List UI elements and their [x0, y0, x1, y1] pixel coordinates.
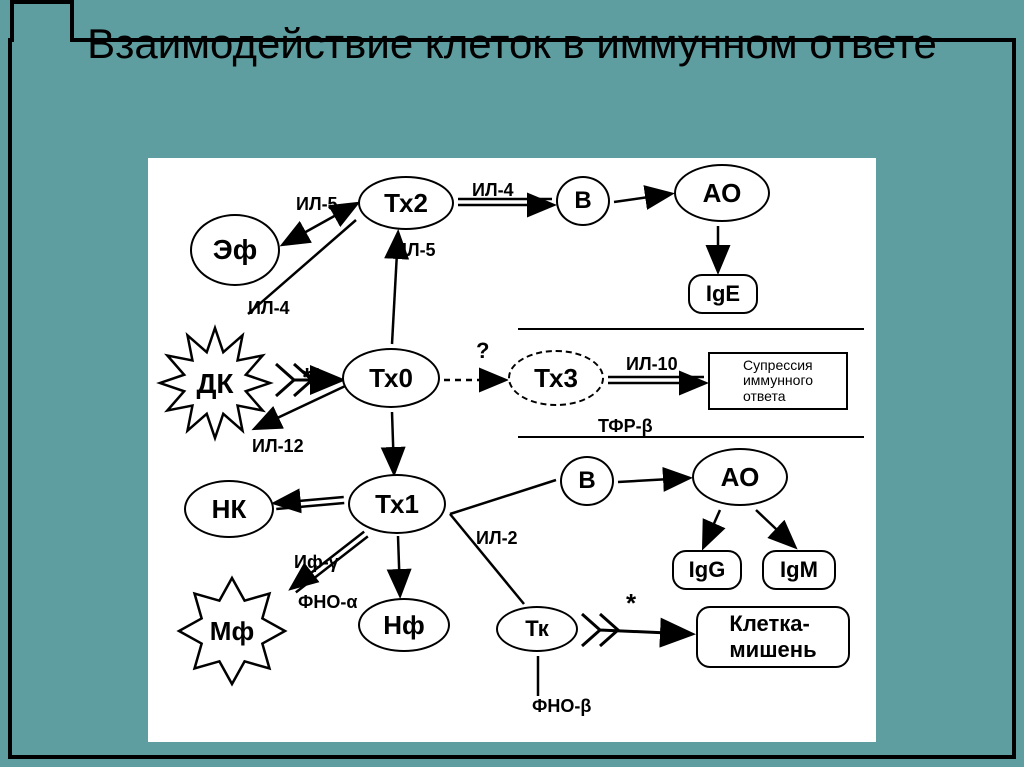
svg-text:Мф: Мф	[210, 616, 254, 646]
edge-label-il4t: ИЛ-4	[472, 180, 514, 201]
node-igm: IgM	[762, 550, 836, 590]
edge-label-il10: ИЛ-10	[626, 354, 678, 375]
node-tx1: Тх1	[348, 474, 446, 534]
node-supr: Супрессияиммунногоответа	[708, 352, 848, 410]
node-tk: Тк	[496, 606, 578, 652]
edge-label-dblstar: **	[302, 362, 322, 393]
node-aoBot: АО	[692, 448, 788, 506]
edge-label-tfrb: ТФР-β	[598, 416, 653, 437]
edge-label-fnob: ФНО-β	[532, 696, 591, 717]
node-tx2: Тх2	[358, 176, 454, 230]
node-ef: Эф	[190, 214, 280, 286]
node-nf: Нф	[358, 598, 450, 652]
svg-text:ДК: ДК	[196, 368, 234, 399]
divider-line	[518, 436, 864, 438]
edge-label-il2: ИЛ-2	[476, 528, 518, 549]
divider-line	[518, 328, 864, 330]
edge-label-il12: ИЛ-12	[252, 436, 304, 457]
edge-label-ify: Иф-γ	[294, 552, 339, 573]
node-tx3: Тх3	[508, 350, 604, 406]
slide-title: Взаимодействие клеток в иммунном ответе	[60, 20, 964, 68]
edge-label-il4a: ИЛ-4	[248, 298, 290, 319]
edge-label-qmark: ?	[476, 338, 489, 364]
node-bBot: В	[560, 456, 614, 506]
node-nk: НК	[184, 480, 274, 538]
node-tx0: Тх0	[342, 348, 440, 408]
node-bTop: В	[556, 176, 610, 226]
edge-label-il5b: ИЛ-5	[394, 240, 436, 261]
diagram-area: ДК Мф Эф Тх2 В АО IgE Тх0 Тх3 Супрессияиммунногоо…	[148, 158, 876, 742]
node-ige: IgE	[688, 274, 758, 314]
edge-label-star: *	[626, 588, 636, 619]
node-igg: IgG	[672, 550, 742, 590]
edge-label-il5a: ИЛ-5	[296, 194, 338, 215]
node-target: Клетка-мишень	[696, 606, 850, 668]
edge-label-fnoa: ФНО-α	[298, 592, 357, 613]
node-aoTop: АО	[674, 164, 770, 222]
